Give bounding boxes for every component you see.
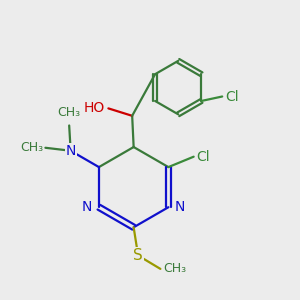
Text: HO: HO <box>84 101 105 116</box>
Text: CH₃: CH₃ <box>58 106 81 119</box>
Text: N: N <box>175 200 185 214</box>
Text: CH₃: CH₃ <box>163 262 186 275</box>
Text: CH₃: CH₃ <box>20 141 43 154</box>
Text: Cl: Cl <box>196 150 210 164</box>
Text: N: N <box>82 200 92 214</box>
Text: S: S <box>133 248 143 263</box>
Text: N: N <box>65 144 76 158</box>
Text: Cl: Cl <box>225 89 239 103</box>
